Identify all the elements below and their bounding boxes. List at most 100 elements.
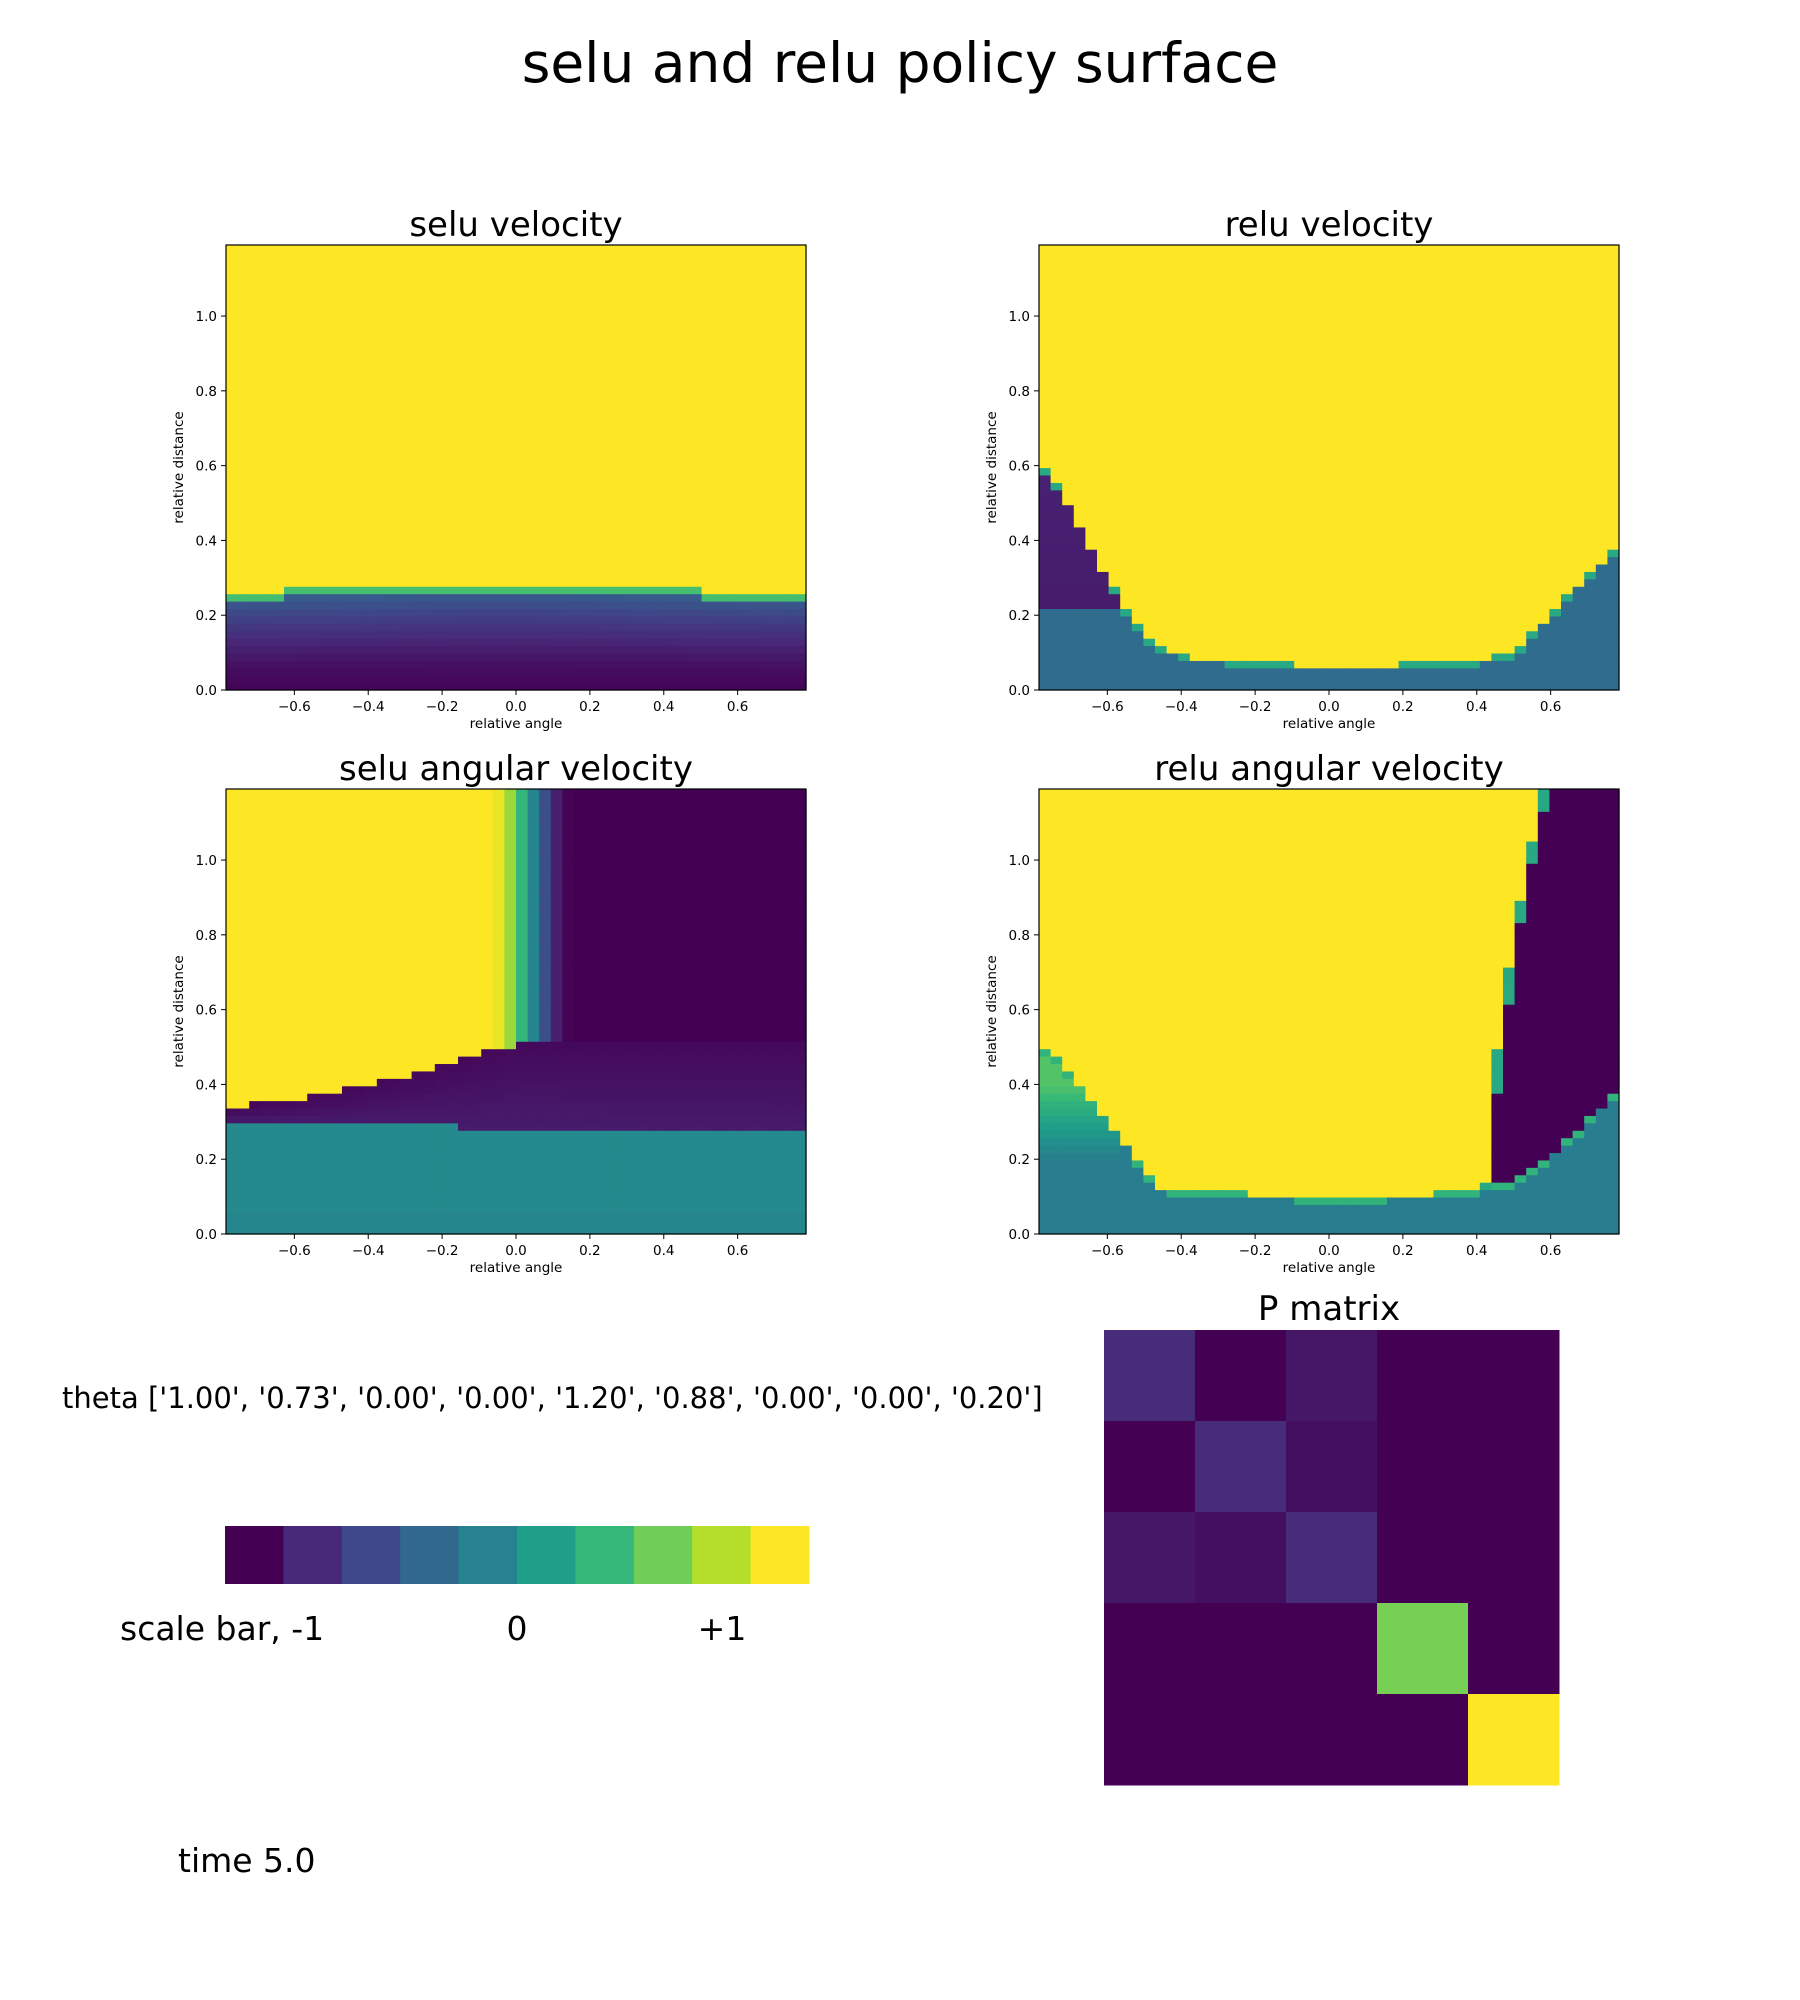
heatmap-cell bbox=[1305, 467, 1318, 476]
heatmap-cell bbox=[318, 252, 331, 261]
heatmap-cell bbox=[1085, 660, 1098, 669]
heatmap-cell bbox=[1433, 645, 1446, 654]
heatmap-cell bbox=[527, 460, 540, 469]
heatmap-cell bbox=[272, 252, 285, 261]
heatmap-cell bbox=[597, 504, 610, 513]
heatmap-cell bbox=[632, 608, 645, 617]
heatmap-cell bbox=[365, 519, 378, 528]
heatmap-cell bbox=[237, 563, 250, 572]
heatmap-cell bbox=[1039, 423, 1052, 432]
heatmap-cell bbox=[1363, 593, 1376, 602]
heatmap-cell bbox=[1062, 630, 1075, 639]
heatmap-cell bbox=[260, 437, 273, 446]
heatmap-cell bbox=[318, 571, 331, 580]
heatmap-cell bbox=[1247, 593, 1260, 602]
heatmap-cell bbox=[492, 415, 505, 424]
heatmap-cell bbox=[608, 504, 621, 513]
heatmap-cell bbox=[376, 393, 389, 402]
heatmap-cell bbox=[1213, 601, 1226, 610]
heatmap-cell bbox=[1073, 534, 1086, 543]
heatmap-cell bbox=[1340, 497, 1353, 506]
heatmap-cell bbox=[1340, 571, 1353, 580]
heatmap-cell bbox=[1491, 437, 1504, 446]
heatmap-cell bbox=[1305, 563, 1318, 572]
heatmap-cell bbox=[365, 489, 378, 498]
heatmap-cell bbox=[434, 623, 447, 632]
heatmap-cell bbox=[226, 274, 239, 283]
heatmap-cell bbox=[1143, 601, 1156, 610]
heatmap-cell bbox=[295, 445, 308, 454]
heatmap-cell bbox=[1039, 534, 1052, 543]
heatmap-cell bbox=[666, 252, 679, 261]
heatmap-cell bbox=[504, 289, 517, 298]
heatmap-cell bbox=[492, 638, 505, 647]
heatmap-cell bbox=[318, 682, 331, 691]
heatmap-cell bbox=[1317, 660, 1330, 669]
heatmap-cell bbox=[516, 400, 529, 409]
heatmap-cell bbox=[620, 474, 633, 483]
heatmap-cell bbox=[771, 593, 784, 602]
heatmap-cell bbox=[1445, 437, 1458, 446]
heatmap-cell bbox=[527, 556, 540, 565]
heatmap-cell bbox=[550, 675, 563, 684]
heatmap-cell bbox=[539, 534, 552, 543]
heatmap-cell bbox=[620, 645, 633, 654]
heatmap-cell bbox=[481, 534, 494, 543]
heatmap-cell bbox=[1375, 512, 1388, 521]
heatmap-cell bbox=[701, 601, 714, 610]
heatmap-cell bbox=[458, 393, 471, 402]
heatmap-cell bbox=[574, 304, 587, 313]
heatmap-cell bbox=[411, 504, 424, 513]
heatmap-cell bbox=[562, 586, 575, 595]
heatmap-cell bbox=[504, 482, 517, 491]
heatmap-cell bbox=[376, 497, 389, 506]
heatmap-cell bbox=[782, 593, 795, 602]
heatmap-cell bbox=[1213, 400, 1226, 409]
heatmap-cell bbox=[388, 541, 401, 550]
heatmap-cell bbox=[1201, 497, 1214, 506]
heatmap-cell bbox=[318, 667, 331, 676]
heatmap-cell bbox=[678, 363, 691, 372]
heatmap-cell bbox=[1294, 445, 1307, 454]
heatmap-cell bbox=[539, 645, 552, 654]
heatmap-cell bbox=[446, 296, 459, 305]
heatmap-cell bbox=[353, 400, 366, 409]
heatmap-cell bbox=[655, 415, 668, 424]
heatmap-cell bbox=[458, 556, 471, 565]
heatmap-cell bbox=[1271, 452, 1284, 461]
heatmap-cell bbox=[342, 460, 355, 469]
heatmap-cell bbox=[1108, 445, 1121, 454]
heatmap-cell bbox=[748, 556, 761, 565]
heatmap-cell bbox=[1340, 504, 1353, 513]
heatmap-cell bbox=[307, 497, 320, 506]
heatmap-cell bbox=[330, 437, 343, 446]
heatmap-cell bbox=[1375, 615, 1388, 624]
heatmap-cell bbox=[388, 652, 401, 661]
heatmap-cell bbox=[1514, 556, 1527, 565]
heatmap-cell bbox=[620, 534, 633, 543]
heatmap-cell bbox=[1271, 675, 1284, 684]
heatmap-cell bbox=[1166, 423, 1179, 432]
heatmap-cell bbox=[632, 645, 645, 654]
heatmap-cell bbox=[295, 296, 308, 305]
heatmap-cell bbox=[759, 519, 772, 528]
heatmap-cell bbox=[1224, 400, 1237, 409]
heatmap-cell bbox=[1236, 638, 1249, 647]
heatmap-cell bbox=[550, 556, 563, 565]
heatmap-cell bbox=[295, 630, 308, 639]
heatmap-cell bbox=[388, 519, 401, 528]
heatmap-cell bbox=[1189, 415, 1202, 424]
heatmap-cell bbox=[295, 311, 308, 320]
heatmap-cell bbox=[249, 296, 262, 305]
heatmap-cell bbox=[1549, 623, 1562, 632]
heatmap-cell bbox=[666, 593, 679, 602]
heatmap-cell bbox=[1549, 423, 1562, 432]
heatmap-cell bbox=[771, 645, 784, 654]
heatmap-cell bbox=[492, 482, 505, 491]
heatmap-cell bbox=[365, 660, 378, 669]
heatmap-cell bbox=[1398, 601, 1411, 610]
heatmap-cell bbox=[1271, 660, 1284, 669]
heatmap-cell bbox=[1526, 630, 1539, 639]
heatmap-cell bbox=[330, 311, 343, 320]
heatmap-cell bbox=[1352, 623, 1365, 632]
